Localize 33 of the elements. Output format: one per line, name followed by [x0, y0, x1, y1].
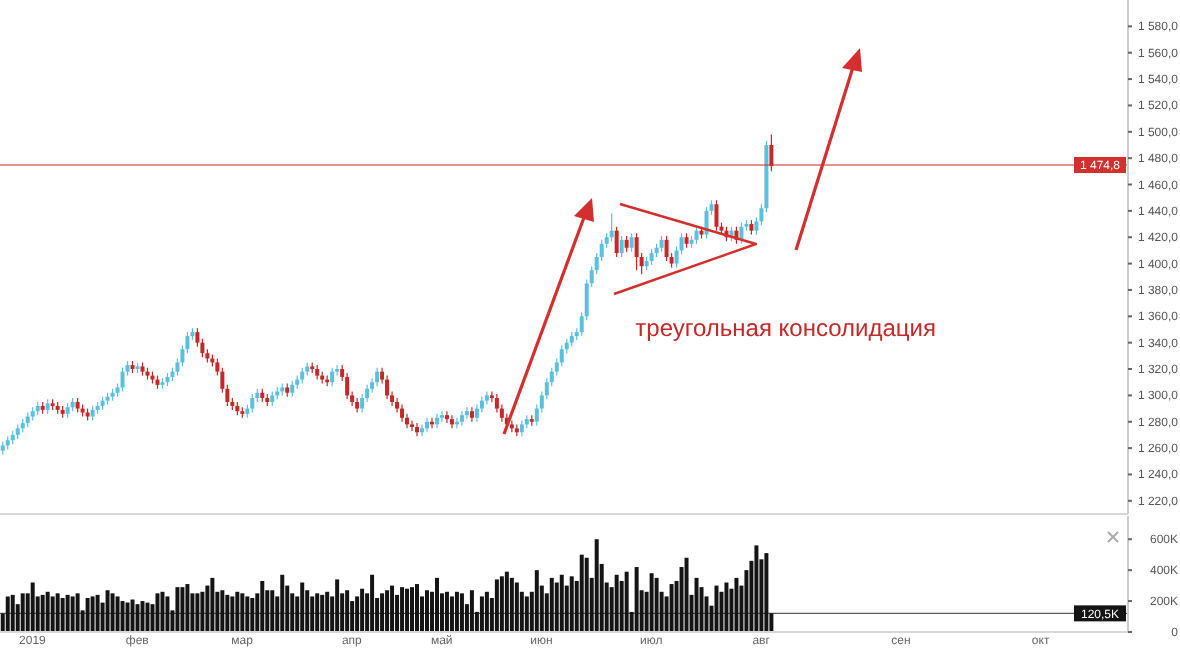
candlestick	[439, 410, 444, 423]
candlestick	[444, 410, 449, 424]
candlestick	[484, 390, 489, 406]
candlestick	[714, 199, 719, 232]
candlestick	[634, 232, 639, 271]
candlestick	[464, 406, 469, 420]
candlestick	[250, 393, 255, 414]
candlestick	[434, 413, 439, 429]
candlestick	[330, 367, 335, 387]
candlestick	[405, 413, 410, 429]
annotation: треугольная консолидация	[635, 314, 936, 343]
candlestick	[355, 397, 360, 414]
candlestick	[704, 206, 709, 240]
candlestick	[449, 414, 454, 429]
candlestick	[425, 417, 429, 433]
candlestick	[415, 422, 420, 437]
candlestick	[120, 367, 125, 393]
candlestick	[609, 212, 614, 242]
candlestick	[469, 406, 474, 423]
candlestick	[769, 133, 774, 172]
candlestick	[410, 419, 415, 432]
candlestick	[494, 393, 499, 414]
candlestick	[629, 232, 634, 253]
candlestick	[459, 410, 464, 427]
candlestick	[345, 372, 350, 400]
candlestick	[375, 367, 380, 387]
candlestick	[614, 226, 619, 258]
candlestick	[385, 375, 390, 400]
candlestick	[360, 393, 365, 414]
candlestick	[420, 423, 425, 437]
candlestick	[395, 397, 400, 414]
candlestick	[619, 235, 624, 258]
candlestick	[664, 235, 669, 262]
